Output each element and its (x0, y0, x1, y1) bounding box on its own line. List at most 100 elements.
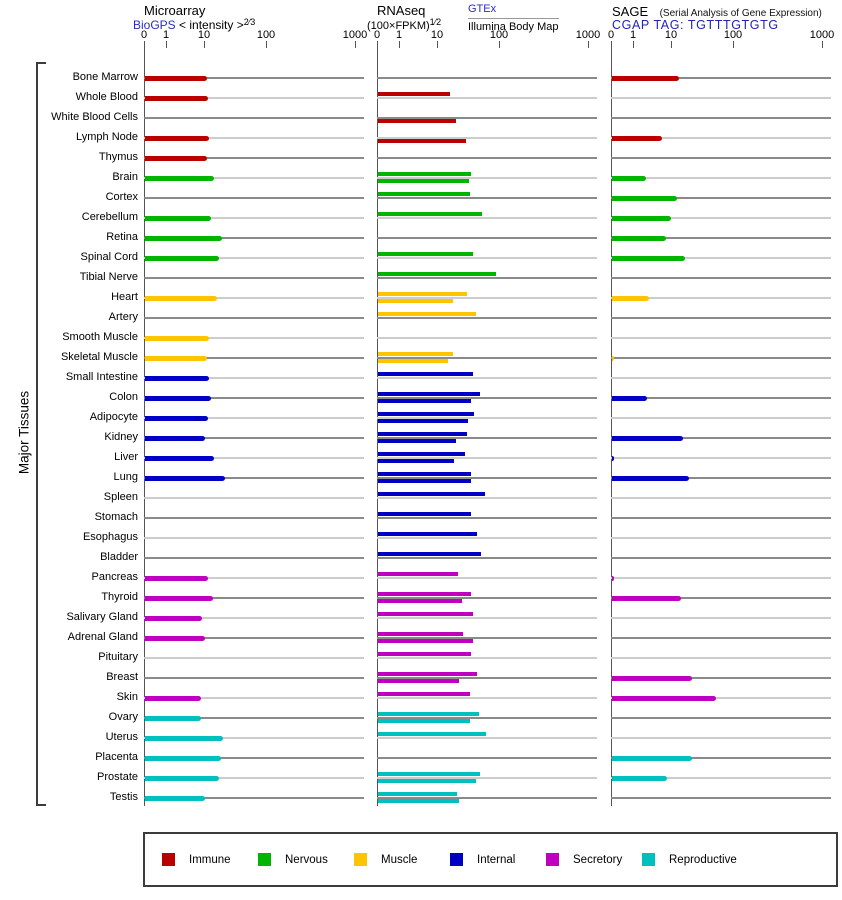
bar-rnaseq-gtex (378, 172, 472, 176)
bar-rnaseq-gtex (378, 632, 464, 636)
legend-item-secretory: Secretory (546, 853, 622, 866)
tissue-label: Adrenal Gland (67, 631, 138, 643)
tissue-row-line (611, 197, 831, 199)
bar-rnaseq-gtex (378, 192, 471, 196)
tissue-row-line (377, 717, 597, 719)
tissue-row-line (144, 97, 364, 99)
bar-microarray (145, 715, 202, 721)
tissue-row-line (611, 597, 831, 599)
legend-swatch (642, 853, 655, 866)
rnaseq-formula: (100×FPKM)1⁄2 (367, 17, 441, 32)
tissue-bracket-line (36, 62, 38, 806)
bar-microarray (145, 355, 207, 361)
legend-swatch (354, 853, 367, 866)
tissue-row-line (611, 537, 831, 539)
legend-label: Nervous (285, 853, 328, 866)
bar-rnaseq-gtex (378, 792, 457, 796)
bar-rnaseq-illumina (378, 359, 448, 363)
bar-microarray (145, 155, 207, 161)
tissue-row-line (377, 137, 597, 139)
tissue-label: Bone Marrow (72, 71, 138, 83)
tissue-row-line (377, 77, 597, 79)
tissue-row-line (611, 737, 831, 739)
tissue-row-line (377, 797, 597, 799)
axis-tick-mark (671, 41, 672, 48)
microarray-scale-label: < intensity > (179, 18, 244, 32)
bar-rnaseq-illumina (378, 599, 462, 603)
tissue-row-line (144, 437, 364, 439)
bar-rnaseq-gtex (378, 472, 472, 476)
bar-rnaseq-gtex (378, 412, 475, 416)
tissue-row-line (611, 697, 831, 699)
tissue-row-line (377, 97, 597, 99)
bar-sage (612, 395, 648, 401)
tissue-row-line (377, 277, 597, 279)
tissue-row-line (611, 317, 831, 319)
bar-sage (612, 295, 649, 301)
tissue-row-line (377, 657, 597, 659)
legend-swatch (162, 853, 175, 866)
tissue-row-line (611, 137, 831, 139)
bar-microarray (145, 695, 202, 701)
bar-microarray (145, 135, 209, 141)
legend-item-immune: Immune (162, 853, 231, 866)
bar-microarray (145, 375, 209, 381)
axis-tick-label: 10 (664, 29, 678, 41)
axis-tick-label: 1 (629, 29, 637, 41)
tissue-row-line (611, 377, 831, 379)
bar-sage (612, 595, 681, 601)
bar-sage (612, 195, 678, 201)
tissue-row-line (144, 497, 364, 499)
tissue-row-line (377, 157, 597, 159)
bar-rnaseq-illumina (378, 479, 472, 483)
tissue-row-line (377, 697, 597, 699)
bar-rnaseq-gtex (378, 212, 482, 216)
tissue-row-line (144, 377, 364, 379)
bar-microarray (145, 455, 214, 461)
tissue-row-line (144, 417, 364, 419)
tissue-row-line (144, 257, 364, 259)
bar-rnaseq-gtex (378, 272, 496, 276)
axis-tick-mark (822, 41, 823, 48)
tissue-row-line (144, 217, 364, 219)
tissue-row-line (144, 517, 364, 519)
axis-tick-label: 100 (723, 29, 743, 41)
tissue-label: Adipocyte (89, 411, 138, 423)
bar-rnaseq-gtex (378, 432, 468, 436)
tissue-row-line (144, 477, 364, 479)
tissue-row-line (377, 437, 597, 439)
axis-tick-label: 10 (430, 29, 444, 41)
legend-label: Internal (477, 853, 516, 866)
bar-rnaseq-illumina (378, 139, 466, 143)
bar-microarray (145, 735, 224, 741)
tissue-row-line (144, 577, 364, 579)
bar-rnaseq-gtex (378, 452, 466, 456)
bar-rnaseq-gtex (378, 252, 473, 256)
tissue-row-line (377, 337, 597, 339)
cgap-tag-link[interactable]: CGAP TAG: TGTTTGTGTG (612, 18, 779, 32)
tissue-label: Lymph Node (76, 131, 138, 143)
gtex-link[interactable]: GTEx (468, 3, 559, 19)
bar-rnaseq-gtex (378, 612, 473, 616)
tissue-label: Brain (112, 171, 138, 183)
tissue-row-line (377, 737, 597, 739)
rnaseq-formula-base: (100×FPKM) (367, 20, 430, 32)
biogps-link[interactable]: BioGPS (133, 18, 176, 32)
bar-rnaseq-gtex (378, 732, 487, 736)
tissue-row-line (611, 437, 831, 439)
tissue-row-line (144, 717, 364, 719)
bar-rnaseq-gtex (378, 772, 481, 776)
tissue-row-line (611, 177, 831, 179)
bar-microarray (145, 255, 220, 261)
tissue-row-line (611, 237, 831, 239)
tissue-row-line (144, 597, 364, 599)
bar-microarray (145, 215, 212, 221)
legend-label: Secretory (573, 853, 623, 866)
tissue-label: Thymus (98, 151, 138, 163)
bar-sage (612, 235, 667, 241)
bar-sage (612, 575, 615, 581)
tissue-row-line (611, 677, 831, 679)
tissue-row-line (377, 297, 597, 299)
tissue-label: Heart (111, 291, 138, 303)
tissue-row-line (144, 337, 364, 339)
